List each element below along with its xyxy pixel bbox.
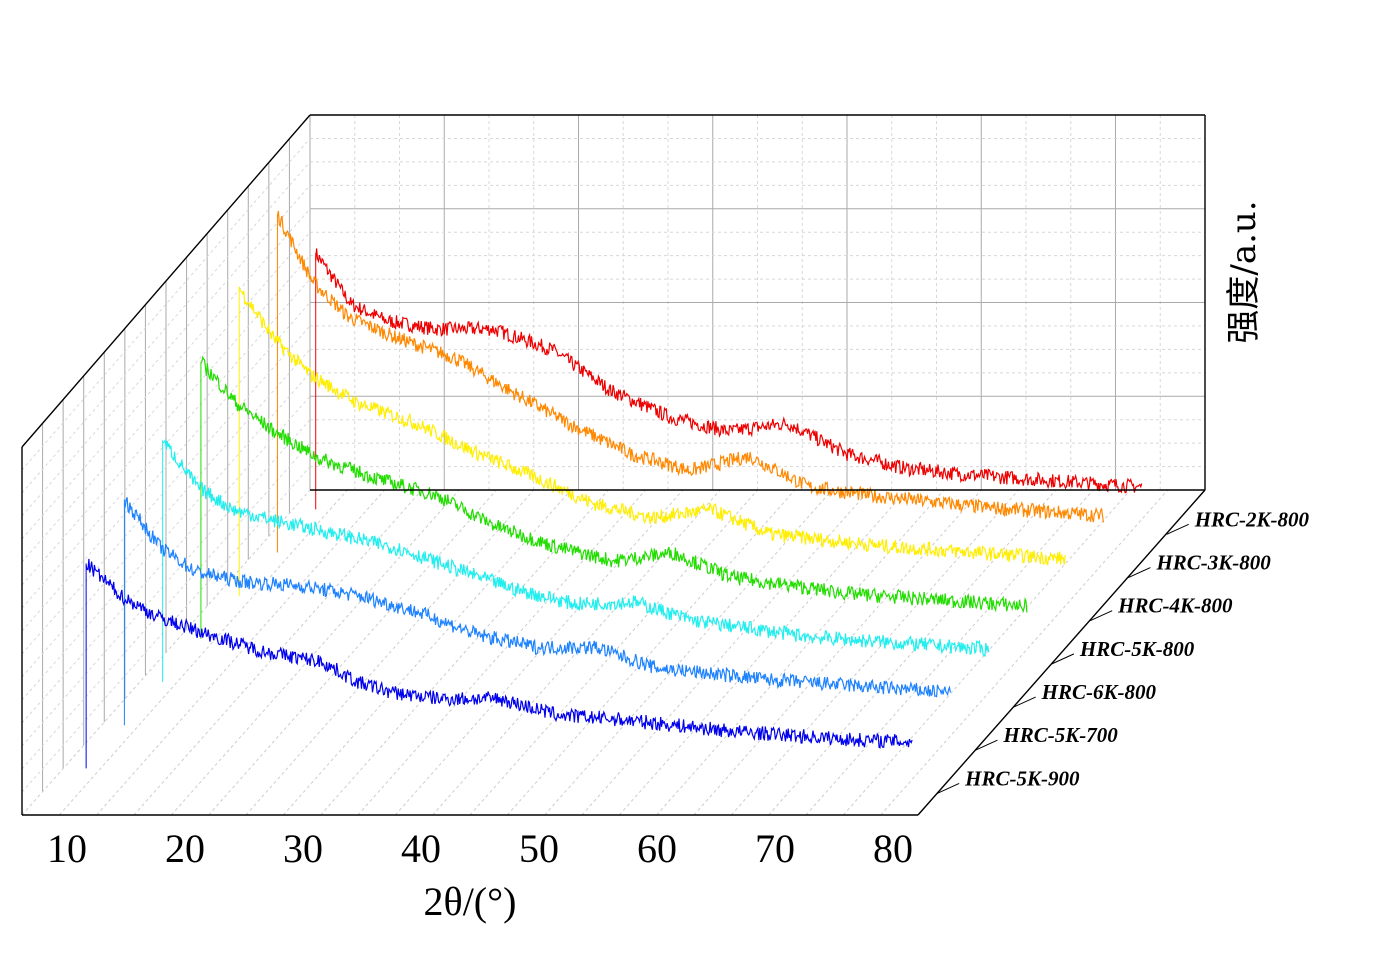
left-grid-diag	[21, 161, 311, 494]
series-line-hrc-6k-800	[162, 438, 990, 658]
series-label: HRC-5K-900	[964, 766, 1080, 790]
floor-grid-diag	[805, 489, 1094, 816]
series-line-hrc-3k-800	[276, 210, 1104, 523]
left-grid-diag	[21, 184, 311, 517]
left-wall-grid	[21, 115, 311, 815]
depth-tick	[975, 739, 998, 751]
x-tick-label: 50	[519, 826, 559, 871]
floor-grid-diag	[170, 489, 460, 816]
floor-grid-diag	[506, 489, 796, 816]
left-grid-diag	[21, 395, 311, 724]
floor-grid-diag	[730, 489, 1019, 816]
x-tick-labels: 10 20 30 40 50 60 70 80	[47, 826, 913, 871]
left-grid-diag	[21, 208, 311, 540]
series-line-hrc-2k-800	[315, 248, 1143, 494]
series-label: HRC-2K-800	[1194, 507, 1310, 531]
floor-grid-diag	[58, 489, 348, 816]
left-grid-diag	[21, 466, 311, 793]
floor-grid-diag	[357, 489, 646, 816]
x-tick-label: 60	[637, 826, 677, 871]
series-line-hrc-5k-700	[123, 497, 951, 698]
left-grid-diag	[21, 325, 311, 655]
floor-grid-diag	[282, 489, 572, 816]
floor-grid-diag	[208, 489, 497, 816]
x-tick-label: 10	[47, 826, 87, 871]
depth-tick	[1166, 523, 1189, 535]
axes-frame	[21, 114, 1206, 816]
left-grid-diag	[21, 138, 311, 471]
floor-grid-diag	[245, 489, 535, 816]
series-label: HRC-5K-800	[1079, 637, 1195, 661]
back-wall-grid	[309, 114, 1206, 491]
depth-tick	[1013, 696, 1036, 708]
left-grid-diag	[21, 372, 311, 701]
y-axis-label: 强度/a.u.	[1224, 200, 1264, 343]
series-labels: HRC-2K-800 HRC-3K-800 HRC-4K-800 HRC-5K-800…	[964, 507, 1309, 790]
left-grid-diag	[21, 231, 311, 563]
floor-grid-diag	[618, 489, 908, 816]
series-line-hrc-5k-800	[200, 355, 1028, 613]
floor-grid-diag	[96, 489, 385, 816]
left-grid-diag	[21, 349, 311, 678]
left-grid-diag	[21, 442, 311, 770]
series-label: HRC-5K-700	[1002, 723, 1118, 747]
series-label: HRC-4K-800	[1117, 594, 1233, 618]
series-layer	[85, 210, 1143, 769]
floor-grid-diag	[544, 489, 833, 816]
x-tick-label: 30	[283, 826, 323, 871]
floor-grid-diag	[21, 489, 311, 816]
floor-grid-diag	[320, 489, 609, 816]
depth-tick	[1128, 567, 1151, 578]
left-grid-diag	[21, 302, 311, 632]
series-label: HRC-3K-800	[1155, 551, 1271, 575]
right-floor-edge	[917, 489, 1206, 816]
depth-tick	[1051, 653, 1075, 665]
series-line-hrc-5k-900	[85, 558, 913, 749]
floor-grid-diag	[880, 489, 1169, 816]
top-left-edge	[21, 114, 311, 448]
floor-grid-diag	[394, 489, 684, 816]
left-grid-diag	[21, 419, 311, 747]
floor-grid-diag	[656, 489, 945, 816]
series-label: HRC-6K-800	[1041, 680, 1157, 704]
series-line-hrc-4k-800	[238, 286, 1066, 566]
x-tick-label: 20	[165, 826, 205, 871]
x-tick-label: 80	[873, 826, 913, 871]
x-tick-label: 40	[401, 826, 441, 871]
depth-tick	[1089, 610, 1113, 622]
floor-grid-diag	[693, 489, 982, 816]
x-axis-label: 2θ/(°)	[424, 879, 517, 924]
depth-tick	[936, 782, 960, 794]
floor-grid-diag	[768, 489, 1057, 816]
x-tick-label: 70	[755, 826, 795, 871]
floor-grid-diag	[842, 489, 1131, 816]
left-grid-diag	[21, 255, 311, 586]
floor-grid	[21, 489, 1206, 816]
